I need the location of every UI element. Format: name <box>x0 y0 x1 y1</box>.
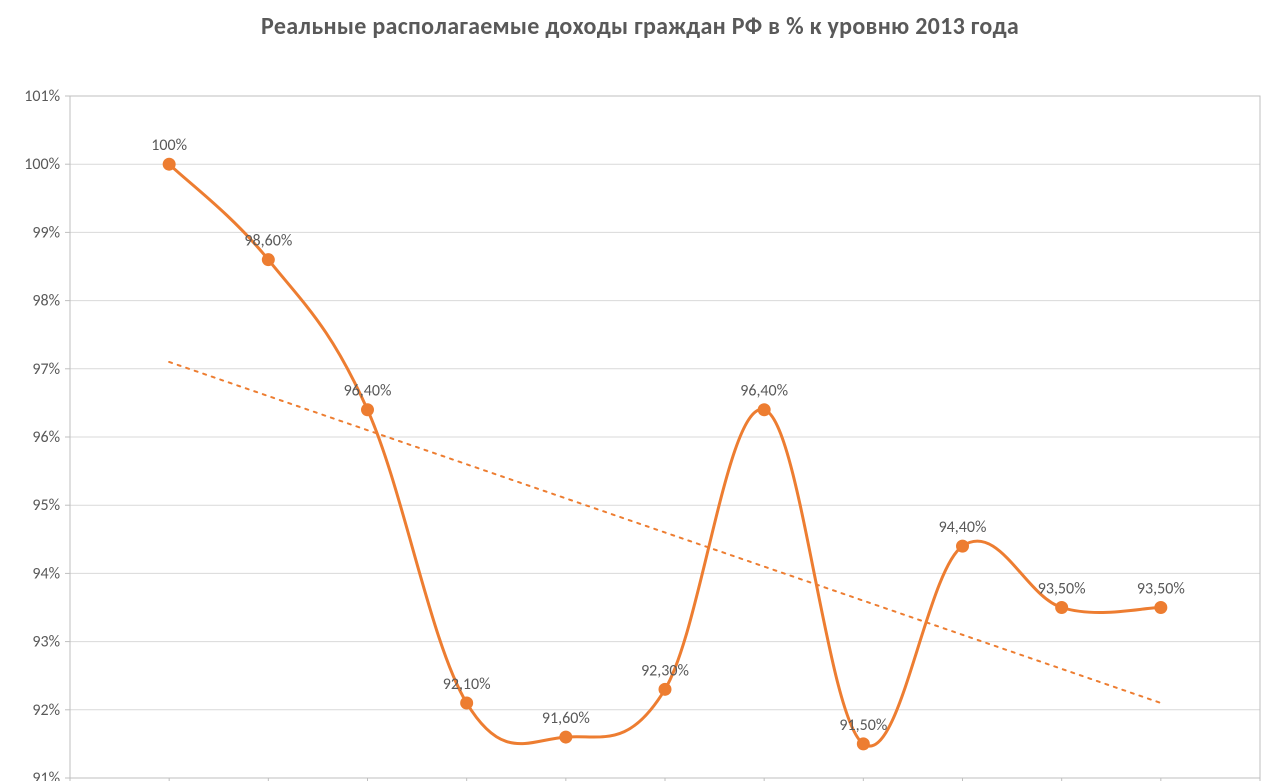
data-marker <box>560 731 572 743</box>
data-marker <box>362 404 374 416</box>
data-point-label: 92,10% <box>443 675 491 694</box>
data-point-label: 96,40% <box>344 382 392 401</box>
data-point-label: 91,50% <box>839 716 887 735</box>
trendline <box>169 362 1161 703</box>
data-marker <box>758 404 770 416</box>
y-axis-label: 97% <box>32 360 60 379</box>
y-axis-label: 99% <box>32 223 60 242</box>
chart-plot-area: 91%92%93%94%95%96%97%98%99%100%101%20122… <box>0 41 1280 781</box>
data-marker <box>1155 602 1167 614</box>
y-axis-label: 94% <box>32 564 60 583</box>
y-axis-label: 92% <box>32 701 60 720</box>
y-axis-label: 98% <box>32 292 60 311</box>
data-marker <box>857 738 869 750</box>
data-point-label: 94,40% <box>939 518 987 537</box>
data-point-label: 93,50% <box>1038 580 1086 599</box>
data-point-label: 92,30% <box>641 661 689 680</box>
y-axis-label: 95% <box>32 496 60 515</box>
y-axis-label: 101% <box>24 87 60 106</box>
data-line <box>169 164 1161 746</box>
data-point-label: 98,60% <box>244 232 292 251</box>
chart-title: Реальные располагаемые доходы граждан РФ… <box>0 0 1280 41</box>
data-marker <box>659 683 671 695</box>
data-point-label: 93,50% <box>1137 580 1185 599</box>
y-axis-label: 91% <box>32 769 60 781</box>
data-marker <box>461 697 473 709</box>
y-axis-label: 100% <box>24 155 60 174</box>
data-point-label: 91,60% <box>542 709 590 728</box>
data-marker <box>957 540 969 552</box>
data-point-label: 100% <box>151 136 187 155</box>
data-point-label: 96,40% <box>740 382 788 401</box>
y-axis-label: 96% <box>32 428 60 447</box>
data-marker <box>1056 602 1068 614</box>
data-marker <box>262 254 274 266</box>
y-axis-label: 93% <box>32 633 60 652</box>
data-marker <box>163 158 175 170</box>
